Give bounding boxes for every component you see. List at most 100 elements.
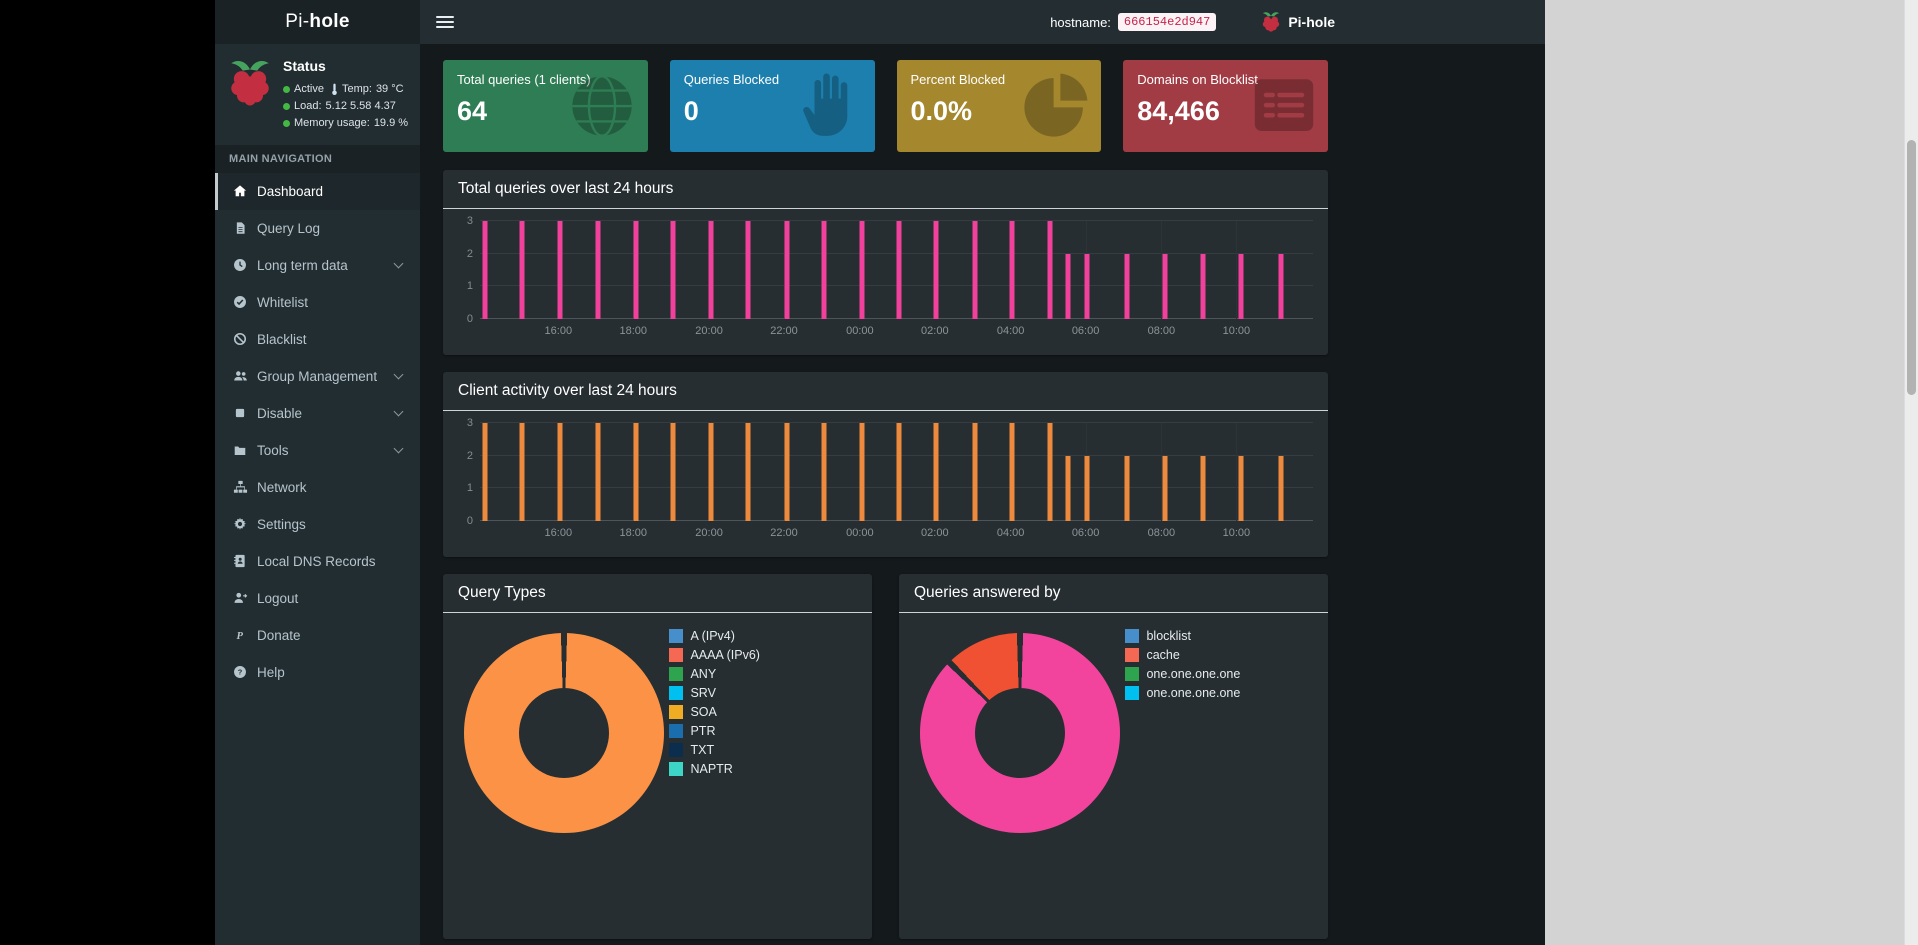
hamburger-menu-icon[interactable] bbox=[436, 16, 454, 28]
chart-bar[interactable] bbox=[1084, 253, 1090, 319]
question-circle-icon: ? bbox=[232, 665, 248, 679]
total-queries-plot[interactable]: 0 1 2 3 bbox=[467, 215, 1313, 325]
legend-item-ptr[interactable]: PTR bbox=[669, 724, 857, 738]
legend-item-one-one-one-one[interactable]: one.one.one.one bbox=[1125, 667, 1313, 681]
sidebar-item-network[interactable]: Network bbox=[215, 469, 420, 506]
sidebar-item-group-management[interactable]: Group Management bbox=[215, 358, 420, 395]
sitemap-icon bbox=[232, 480, 248, 494]
sidebar-item-dashboard[interactable]: Dashboard bbox=[215, 172, 420, 210]
legend-item-txt[interactable]: TXT bbox=[669, 743, 857, 757]
chart-bar[interactable] bbox=[1238, 455, 1244, 521]
chart-bar[interactable] bbox=[1009, 221, 1015, 319]
query-types-donut[interactable] bbox=[463, 633, 664, 833]
total-queries-x-axis: 16:00 18:00 20:00 22:00 00:00 02:00 04:00 06:00… bbox=[480, 319, 1313, 341]
app-logo[interactable]: Pi-hole bbox=[215, 0, 420, 44]
chart-bar[interactable] bbox=[1162, 253, 1168, 319]
chart-bar[interactable] bbox=[519, 423, 525, 521]
chart-bar[interactable] bbox=[557, 423, 563, 521]
chart-bar[interactable] bbox=[595, 423, 601, 521]
chart-bar[interactable] bbox=[633, 423, 639, 521]
legend-item-any[interactable]: ANY bbox=[669, 667, 857, 681]
legend-swatch-icon bbox=[669, 648, 684, 662]
chart-bar[interactable] bbox=[1124, 455, 1130, 521]
chart-bar[interactable] bbox=[1047, 423, 1053, 521]
chart-bar[interactable] bbox=[972, 423, 978, 521]
sidebar-item-local-dns-records[interactable]: Local DNS Records bbox=[215, 543, 420, 580]
chart-bar[interactable] bbox=[1065, 455, 1071, 521]
chevron-down-icon bbox=[393, 369, 404, 380]
x-tick-label: 06:00 bbox=[1071, 527, 1100, 539]
chart-bar[interactable] bbox=[821, 221, 827, 319]
x-tick-label: 18:00 bbox=[619, 527, 648, 539]
chart-bar[interactable] bbox=[670, 221, 676, 319]
chart-bar[interactable] bbox=[1124, 253, 1130, 319]
chart-bar[interactable] bbox=[1200, 253, 1206, 319]
legend-item-blocklist[interactable]: blocklist bbox=[1125, 629, 1313, 643]
chart-bar[interactable] bbox=[859, 423, 864, 521]
sidebar-item-long-term-data[interactable]: Long term data bbox=[215, 247, 420, 284]
chart-bar[interactable] bbox=[821, 423, 827, 521]
panel-client-activity: Client activity over last 24 hours 0 1 2 3 … bbox=[443, 372, 1328, 557]
card-title: Percent Blocked bbox=[910, 72, 1006, 87]
queries-answered-by-donut[interactable] bbox=[919, 633, 1120, 833]
clock-icon bbox=[232, 258, 248, 272]
chart-bar[interactable] bbox=[896, 423, 902, 521]
chart-bar[interactable] bbox=[633, 221, 639, 319]
chart-bar[interactable] bbox=[557, 221, 563, 319]
legend-item-aaaa-ipv6[interactable]: AAAA (IPv6) bbox=[669, 648, 857, 662]
chart-bar[interactable] bbox=[1047, 221, 1053, 319]
legend-item-a-ipv4[interactable]: A (IPv4) bbox=[669, 629, 857, 643]
chart-bar[interactable] bbox=[595, 221, 601, 319]
sidebar-item-blacklist[interactable]: Blacklist bbox=[215, 321, 420, 358]
chart-bar[interactable] bbox=[519, 221, 525, 319]
sidebar-item-donate[interactable]: P Donate bbox=[215, 617, 420, 654]
chart-bar[interactable] bbox=[1065, 253, 1071, 319]
sidebar-item-tools[interactable]: Tools bbox=[215, 432, 420, 469]
chart-bar[interactable] bbox=[482, 423, 488, 521]
chart-bar[interactable] bbox=[745, 221, 751, 319]
chart-bar[interactable] bbox=[482, 221, 488, 319]
chart-bar[interactable] bbox=[1200, 455, 1206, 521]
chart-bar[interactable] bbox=[784, 221, 790, 319]
chart-bar[interactable] bbox=[1278, 455, 1284, 521]
legend-item-naptr[interactable]: NAPTR bbox=[669, 762, 857, 776]
sidebar-item-settings[interactable]: Settings bbox=[215, 506, 420, 543]
temp-value: 39 °C bbox=[375, 82, 404, 95]
chart-bar[interactable] bbox=[708, 423, 714, 521]
sidebar-item-help[interactable]: ? Help bbox=[215, 654, 420, 691]
chart-bar[interactable] bbox=[1084, 455, 1090, 521]
legend-item-cache[interactable]: cache bbox=[1125, 648, 1313, 662]
card-title: Queries Blocked bbox=[683, 72, 780, 87]
sidebar-item-logout[interactable]: Logout bbox=[215, 580, 420, 617]
chart-bar[interactable] bbox=[670, 423, 676, 521]
pihole-app: Pi-hole hostname: 666154e2d947 bbox=[215, 0, 1545, 945]
status-load-line: Load: 5.12 5.58 4.37 bbox=[283, 98, 408, 115]
chart-bar[interactable] bbox=[1278, 253, 1284, 319]
memory-value: 19.9 % bbox=[373, 116, 409, 129]
legend-item-srv[interactable]: SRV bbox=[669, 686, 857, 700]
legend-swatch-icon bbox=[1125, 629, 1140, 643]
chart-bar[interactable] bbox=[933, 423, 939, 521]
chart-bar[interactable] bbox=[745, 423, 751, 521]
sidebar-section-label: MAIN NAVIGATION bbox=[215, 144, 420, 173]
sidebar-item-whitelist[interactable]: Whitelist bbox=[215, 284, 420, 321]
legend-item-one-one-one-one[interactable]: one.one.one.one bbox=[1125, 686, 1313, 700]
page-left-margin bbox=[0, 0, 215, 945]
chart-bar[interactable] bbox=[1009, 423, 1015, 521]
chart-bar[interactable] bbox=[708, 221, 714, 319]
chart-bar[interactable] bbox=[859, 221, 864, 319]
chart-bar[interactable] bbox=[933, 221, 939, 319]
chart-bar[interactable] bbox=[784, 423, 790, 521]
chart-bar[interactable] bbox=[1162, 455, 1168, 521]
chart-bar[interactable] bbox=[1238, 253, 1244, 319]
chart-bar[interactable] bbox=[896, 221, 902, 319]
scrollbar-thumb[interactable] bbox=[1907, 140, 1916, 395]
sidebar-item-query-log[interactable]: Query Log bbox=[215, 210, 420, 247]
legend-swatch-icon bbox=[669, 762, 684, 776]
card-title: Total queries (1 clients) bbox=[457, 72, 591, 87]
legend-item-soa[interactable]: SOA bbox=[669, 705, 857, 719]
client-activity-plot[interactable]: 0 1 2 3 bbox=[467, 417, 1313, 527]
page-scrollbar[interactable] bbox=[1904, 0, 1918, 945]
sidebar-item-disable[interactable]: Disable bbox=[215, 395, 420, 432]
chart-bar[interactable] bbox=[972, 221, 978, 319]
